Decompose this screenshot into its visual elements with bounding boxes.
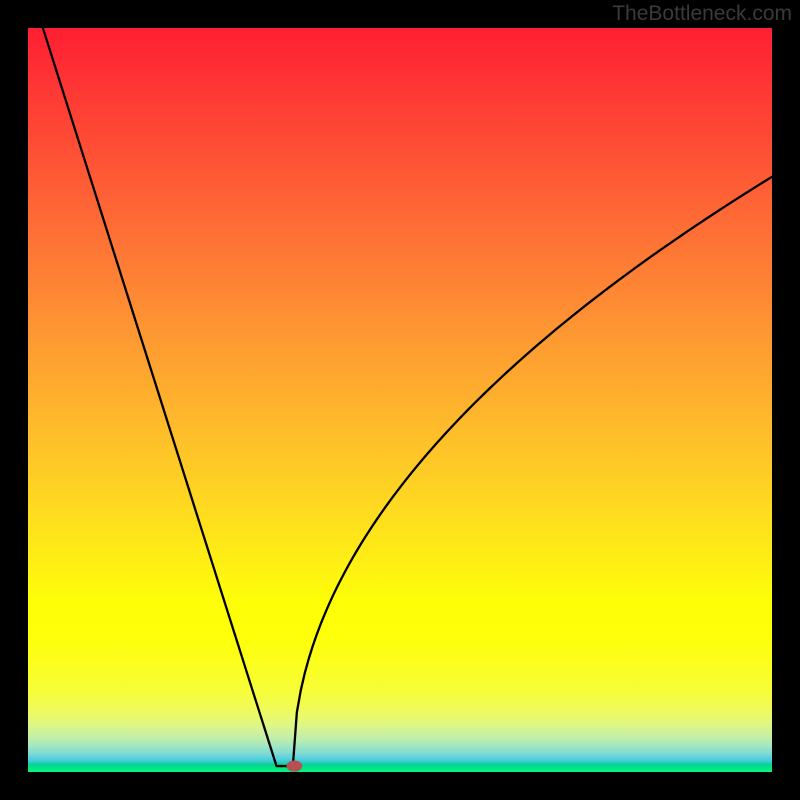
gradient-background xyxy=(28,28,772,772)
plot-area xyxy=(28,28,772,772)
attribution-text: TheBottleneck.com xyxy=(612,2,792,26)
optimum-marker xyxy=(286,761,302,772)
plot-svg xyxy=(28,28,772,772)
chart-frame: TheBottleneck.com xyxy=(0,0,800,800)
